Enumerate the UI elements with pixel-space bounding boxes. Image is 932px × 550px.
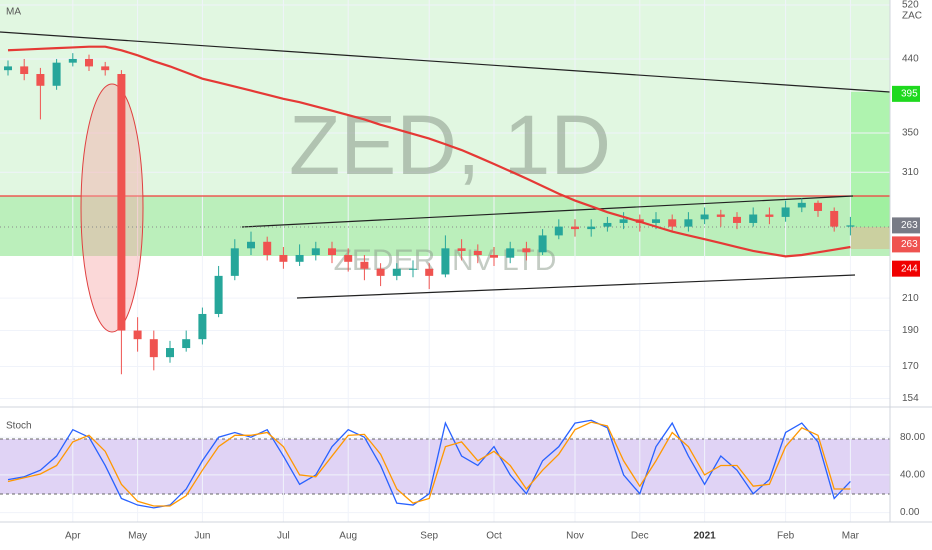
candle-body [797, 202, 806, 208]
candle-body [376, 268, 385, 276]
y-tick-label: 440 [902, 54, 919, 65]
candle-body [716, 214, 725, 217]
price-label-box [892, 217, 920, 234]
candle-body [733, 216, 741, 223]
candle-body [587, 226, 596, 230]
candle-body [781, 207, 790, 217]
indicator-label: MA [6, 7, 21, 18]
x-tick-label: 2021 [693, 531, 716, 542]
target-box [851, 92, 890, 227]
y-tick-label: 310 [902, 167, 919, 178]
candle-body [247, 241, 255, 249]
price-label-box [892, 85, 920, 102]
candle-body [198, 313, 207, 340]
candle-body [490, 254, 498, 258]
candle-body [36, 74, 45, 86]
candle-body [749, 214, 758, 223]
x-tick-label: Dec [631, 531, 649, 542]
candle-body [522, 248, 531, 253]
ma-line [7, 45, 851, 258]
price-label: 244 [901, 263, 918, 274]
candle-body [619, 219, 628, 223]
candle-body [295, 254, 304, 262]
candle-body [344, 254, 353, 262]
x-tick-label: Feb [777, 531, 795, 542]
candle-body [506, 248, 515, 258]
candle-body [279, 254, 288, 262]
candle-body [441, 248, 450, 275]
candle-body [830, 210, 839, 227]
y-tick-label: 170 [902, 361, 919, 372]
candle-body [117, 74, 126, 331]
candle-body [554, 226, 563, 236]
stop-box [851, 227, 890, 249]
candle-body [473, 250, 482, 255]
y-tick-label: 520 [902, 0, 919, 11]
price-label: 263 [901, 239, 918, 250]
stoch-label: Stoch [6, 421, 32, 432]
price-label-box [892, 260, 920, 277]
y-tick-label: 0.00 [900, 507, 920, 518]
candle-body [4, 66, 12, 71]
y-tick-label: 190 [902, 325, 919, 336]
candle-body [814, 202, 822, 211]
candle-body [149, 339, 158, 358]
candle-body [214, 275, 223, 314]
x-tick-label: Apr [65, 531, 81, 542]
price-label-box [892, 236, 920, 253]
candle-body [52, 62, 61, 86]
x-tick-label: Jun [194, 531, 210, 542]
x-tick-label: May [128, 531, 147, 542]
candle-body [230, 248, 239, 276]
candle-body [133, 330, 142, 340]
x-tick-label: Sep [420, 531, 438, 542]
stoch-line [7, 421, 851, 507]
plot [4, 45, 855, 509]
candle-body [700, 214, 709, 220]
candle-body [457, 248, 466, 251]
trend-line [0, 31, 891, 93]
channel-top [241, 195, 854, 228]
candle-body [328, 248, 336, 255]
x-tick-label: Nov [566, 531, 584, 542]
y-tick-label: 40.00 [900, 470, 925, 481]
candle-body [85, 58, 93, 67]
x-tick-label: Jul [277, 531, 290, 542]
candle-body [603, 222, 612, 227]
candle-body [538, 235, 547, 253]
candle-body [101, 66, 110, 71]
candle-body [166, 348, 174, 358]
candle-body [765, 214, 774, 217]
candle-body [846, 225, 855, 227]
candle-body [392, 268, 401, 276]
axes: Apr May Jun Jul Aug Sep Oct Nov Dec 2021 Feb Mar 520… [65, 0, 925, 542]
candle-body [311, 248, 320, 255]
candle-body [409, 268, 417, 270]
price-label: 263 [901, 220, 918, 231]
x-tick-label: Aug [339, 531, 357, 542]
y-tick-label: 210 [902, 293, 919, 304]
candle-body [425, 268, 434, 276]
x-tick-label: Oct [486, 531, 502, 542]
candle-body [684, 219, 693, 227]
candle-body [68, 58, 77, 63]
zone-upper [0, 0, 890, 256]
candle-body [263, 241, 272, 255]
candle-body [20, 66, 29, 75]
channel-bottom [296, 274, 856, 299]
y-tick-label: 154 [902, 393, 919, 404]
x-tick-label: Mar [842, 531, 860, 542]
y-tick-label: 350 [902, 128, 919, 139]
y-tick-label: 80.00 [900, 432, 925, 443]
candle-body [571, 226, 579, 230]
ellipse [80, 83, 144, 333]
candle-body [652, 219, 660, 223]
candle-body [668, 219, 677, 227]
stoch-line [7, 419, 851, 509]
candle-body [360, 261, 369, 269]
candle-body [182, 339, 191, 349]
unit-label: ZAC [902, 11, 922, 22]
price-label: 395 [901, 88, 918, 99]
